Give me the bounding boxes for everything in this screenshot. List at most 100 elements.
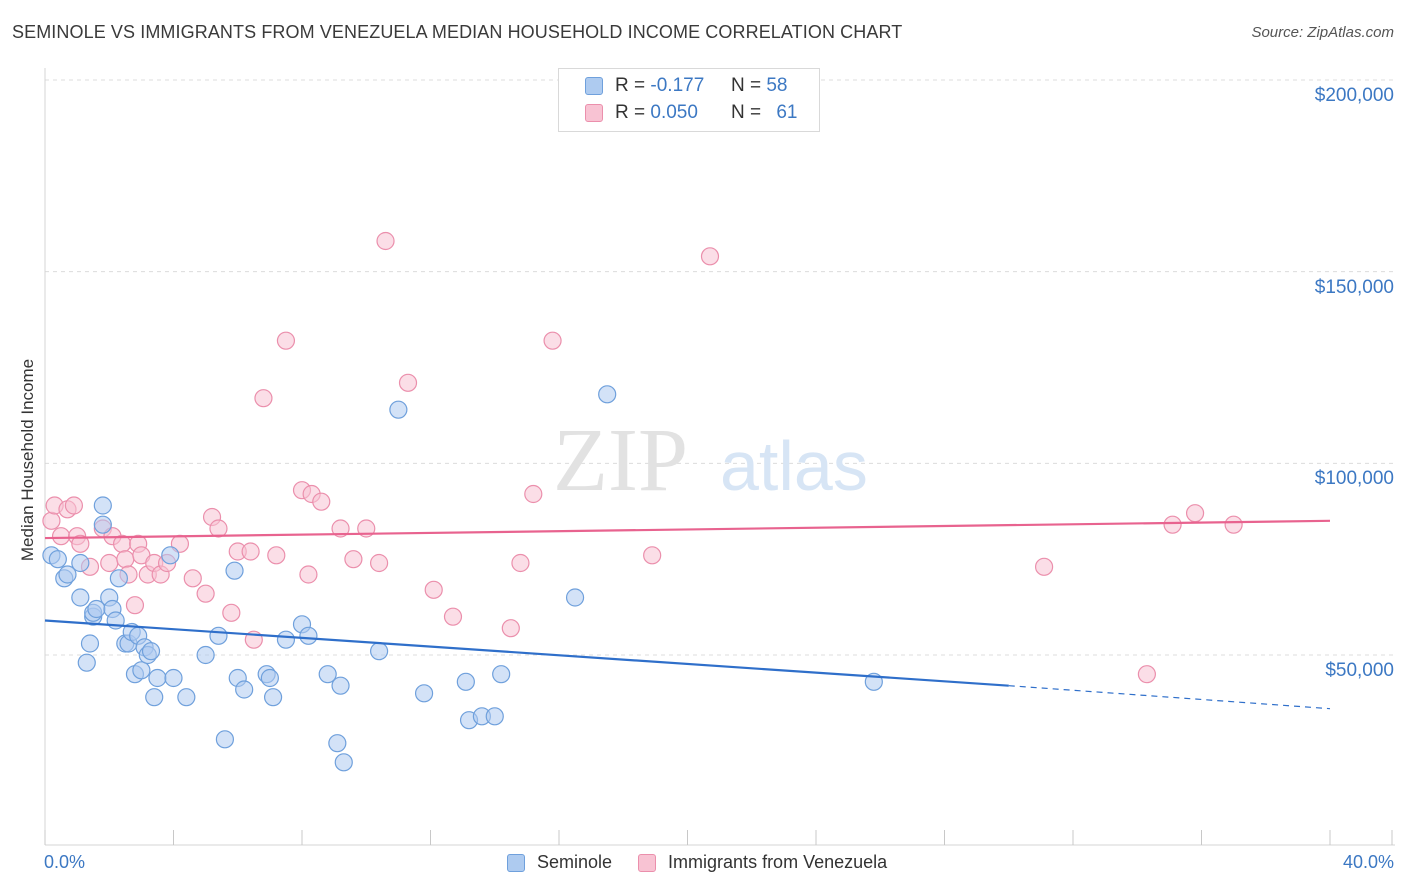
seminole-trend-extension bbox=[1008, 685, 1331, 710]
correlation-legend: R = -0.177 N = 58 R = 0.050 N = 61 bbox=[558, 68, 820, 132]
seminole-point bbox=[71, 553, 90, 573]
seminole-point bbox=[141, 642, 161, 661]
watermark-zip: ZIP bbox=[553, 411, 688, 510]
seminole-point bbox=[80, 634, 100, 653]
seminole-point bbox=[331, 676, 350, 695]
seminole-point bbox=[58, 565, 77, 584]
seminole-point bbox=[299, 626, 318, 645]
seminole-point bbox=[565, 588, 585, 607]
seminole-point bbox=[318, 665, 337, 684]
seminole-legend-label: Seminole bbox=[537, 852, 613, 872]
y-tick-label: $100,000 bbox=[1314, 468, 1394, 490]
seminole-point bbox=[48, 550, 67, 569]
seminole-point bbox=[414, 684, 434, 703]
venezuela-point bbox=[42, 511, 61, 530]
seminole-point bbox=[93, 496, 112, 515]
venezuela-point bbox=[1185, 504, 1205, 523]
seminole-point bbox=[209, 626, 228, 645]
gridlines bbox=[45, 79, 1395, 656]
venezuela-point bbox=[511, 553, 530, 573]
seminole-n-value: 58 bbox=[766, 75, 788, 96]
chart-title: SEMINOLE VS IMMIGRANTS FROM VENEZUELA ME… bbox=[12, 22, 903, 42]
seminole-swatch bbox=[585, 77, 603, 95]
seminole-point bbox=[456, 672, 475, 691]
seminole-point bbox=[492, 665, 511, 684]
venezuela-point bbox=[501, 619, 520, 638]
venezuela-n-value: 61 bbox=[776, 102, 798, 123]
seminole-point bbox=[389, 400, 408, 419]
venezuela-point bbox=[64, 496, 84, 515]
seminole-r-value: -0.177 bbox=[650, 75, 705, 96]
venezuela-point bbox=[1137, 665, 1156, 684]
venezuela-point bbox=[100, 553, 119, 573]
venezuela-point bbox=[116, 550, 135, 569]
seminole-point bbox=[161, 546, 180, 565]
y-tick-label: $50,000 bbox=[1325, 660, 1394, 681]
venezuela-point bbox=[209, 519, 228, 538]
seminole-point bbox=[235, 680, 254, 699]
venezuela-point bbox=[344, 550, 363, 569]
seminole-point bbox=[77, 653, 96, 672]
venezuela-point bbox=[331, 519, 350, 538]
venezuela-point bbox=[196, 584, 215, 603]
venezuela-point bbox=[443, 607, 463, 626]
venezuela-point bbox=[398, 373, 418, 392]
series-legend: Seminole Immigrants from Venezuela bbox=[507, 852, 913, 873]
seminole-point bbox=[148, 668, 167, 688]
venezuela-point bbox=[125, 596, 145, 615]
seminole-point bbox=[260, 668, 279, 688]
seminole-point bbox=[145, 688, 164, 707]
seminole-point bbox=[263, 688, 283, 707]
seminole-point bbox=[177, 688, 196, 707]
venezuela-point bbox=[524, 484, 543, 504]
legend-row-seminole: R = -0.177 N = 58 bbox=[585, 74, 787, 98]
r-label: R = bbox=[615, 75, 646, 96]
venezuela-point bbox=[267, 546, 286, 565]
legend-row-venezuela: R = 0.050 N = 61 bbox=[585, 101, 797, 125]
n-label: N = bbox=[730, 75, 762, 96]
venezuela-r-value: 0.050 bbox=[650, 102, 698, 123]
trend-lines bbox=[44, 519, 1331, 710]
venezuela-legend-swatch bbox=[638, 853, 657, 872]
seminole-point bbox=[328, 734, 347, 753]
venezuela-legend-label: Immigrants from Venezuela bbox=[668, 852, 888, 872]
seminole-point bbox=[196, 645, 215, 665]
seminole-point bbox=[370, 642, 389, 661]
venezuela-point bbox=[312, 492, 331, 511]
seminole-point bbox=[276, 630, 296, 649]
seminole-point bbox=[598, 385, 617, 404]
seminole-point bbox=[132, 661, 151, 680]
y-axis-label: Median Household Income bbox=[18, 358, 37, 562]
x-tick-label-min: 0.0% bbox=[44, 852, 86, 872]
r-label: R = bbox=[615, 102, 646, 123]
venezuela-point bbox=[299, 565, 318, 584]
venezuela-point bbox=[1163, 515, 1182, 534]
venezuela-point bbox=[222, 603, 241, 622]
venezuela-point bbox=[183, 569, 202, 588]
seminole-point bbox=[215, 730, 234, 749]
source-label: Source: ZipAtlas.com bbox=[1251, 24, 1394, 41]
seminole-point bbox=[334, 753, 353, 772]
venezuela-point bbox=[543, 331, 562, 350]
venezuela-point bbox=[700, 247, 720, 266]
venezuela-point bbox=[71, 534, 90, 553]
venezuela-point bbox=[241, 542, 260, 561]
seminole-trend-line bbox=[44, 619, 1009, 687]
y-tick-label: $150,000 bbox=[1314, 276, 1394, 298]
venezuela-points bbox=[42, 231, 1243, 684]
legend-item-seminole: Seminole bbox=[507, 852, 612, 873]
y-tick-label: $200,000 bbox=[1314, 85, 1394, 106]
legend-item-venezuela: Immigrants from Venezuela bbox=[638, 852, 887, 873]
venezuela-point bbox=[51, 527, 71, 546]
seminole-point bbox=[71, 588, 90, 607]
venezuela-point bbox=[376, 231, 395, 251]
seminole-point bbox=[485, 707, 504, 726]
x-tick-label-max: 40.0% bbox=[1342, 852, 1394, 872]
seminole-point bbox=[109, 569, 128, 588]
venezuela-point bbox=[643, 546, 662, 565]
watermark-atlas: atlas bbox=[720, 427, 868, 505]
seminole-point bbox=[225, 561, 244, 580]
venezuela-trend-line bbox=[44, 519, 1331, 540]
axes bbox=[44, 68, 1395, 846]
